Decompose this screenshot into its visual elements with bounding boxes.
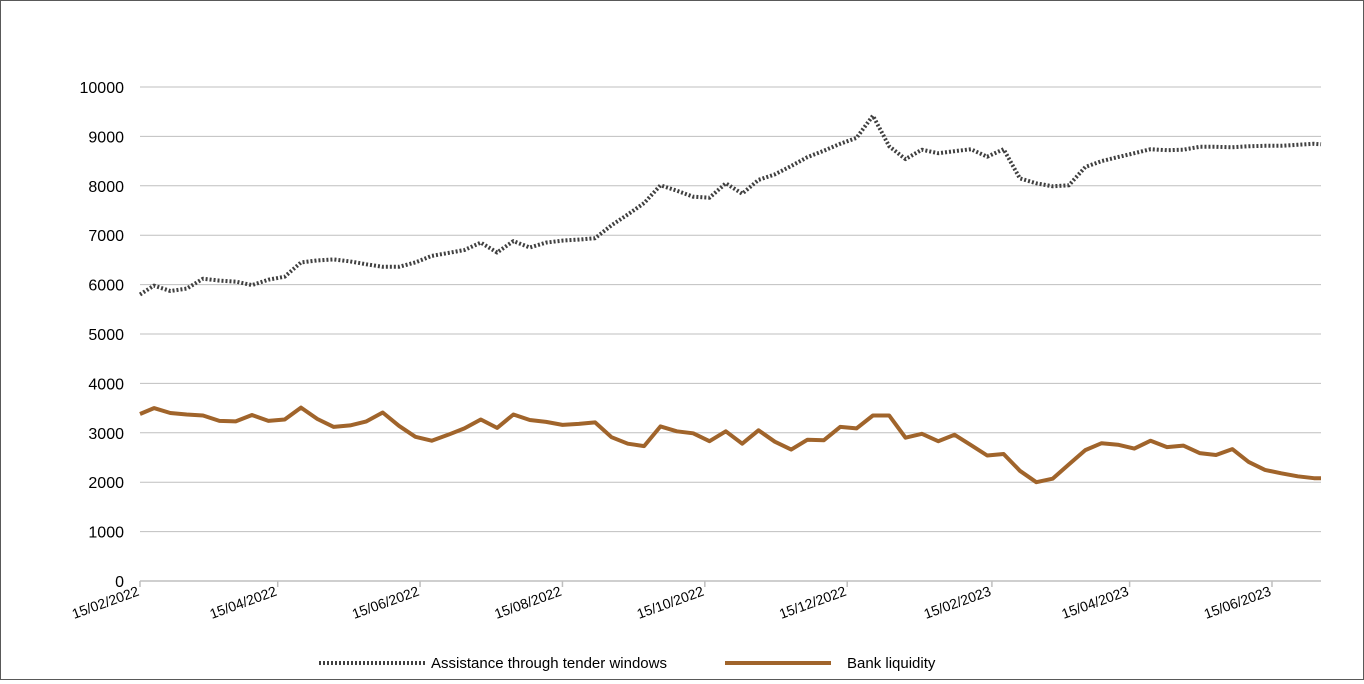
y-axis-tick-labels: 0100020003000400050006000700080009000100…	[80, 80, 125, 591]
x-tick-label: 15/04/2023	[1059, 583, 1131, 622]
x-tick-label: 15/06/2023	[1202, 583, 1274, 622]
x-tick-label: 15/10/2022	[635, 583, 707, 622]
series-assistance-through-tender-windows	[140, 116, 1321, 295]
x-tick-label: 15/04/2022	[207, 583, 279, 622]
y-tick-label: 6000	[88, 278, 124, 295]
y-tick-label: 10000	[80, 80, 125, 97]
y-tick-label: 8000	[88, 179, 124, 196]
x-tick-label: 15/12/2022	[777, 583, 849, 622]
x-axis: 15/02/2022 15/04/2022 15/06/2022 15/08/2022…	[70, 581, 1321, 622]
x-tick-label: 15/08/2022	[492, 583, 564, 622]
legend-label-bank-liquidity: Bank liquidity	[847, 655, 936, 672]
y-tick-label: 7000	[88, 228, 124, 245]
y-tick-label: 5000	[88, 327, 124, 344]
x-tick-label: 15/06/2022	[350, 583, 422, 622]
y-tick-label: 1000	[88, 525, 124, 542]
x-tick-label: 15/02/2022	[70, 583, 142, 622]
y-tick-label: 9000	[88, 129, 124, 146]
series-lines	[140, 116, 1321, 483]
legend-label-assistance: Assistance through tender windows	[431, 655, 667, 672]
x-tick-label: 15/02/2023	[922, 583, 994, 622]
y-tick-label: 3000	[88, 426, 124, 443]
y-tick-label: 4000	[88, 376, 124, 393]
y-tick-label: 2000	[88, 475, 124, 492]
legend: Assistance through tender windows Bank l…	[319, 655, 936, 672]
gridlines	[140, 87, 1321, 532]
series-line	[140, 408, 1321, 483]
series-bank-liquidity	[140, 408, 1321, 483]
series-line	[140, 116, 1321, 295]
